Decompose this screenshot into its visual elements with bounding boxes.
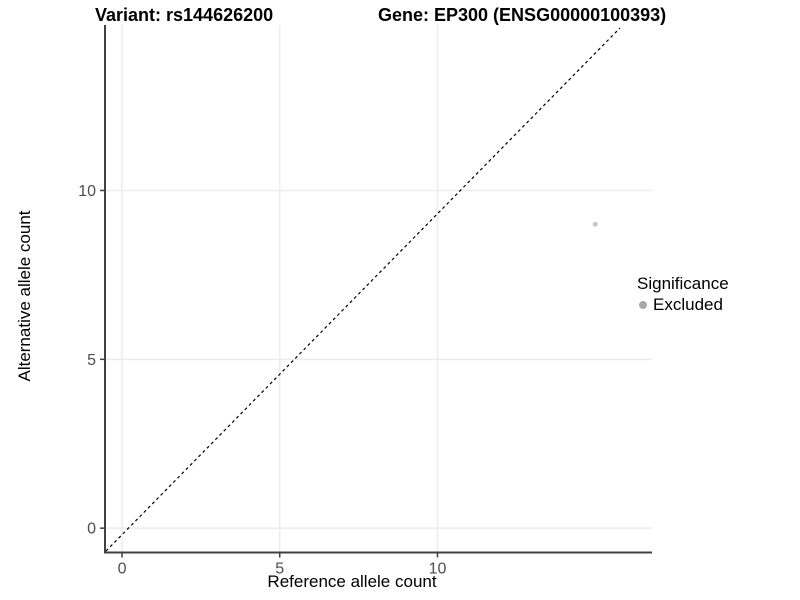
variant-title: Variant: rs144626200 [95,5,274,25]
legend-title: Significance [637,274,729,293]
x-tick-label: 10 [429,561,447,578]
x-axis-label: Reference allele count [267,572,437,591]
identity-line [105,27,621,552]
y-tick-label: 5 [87,352,96,369]
legend: Significance Excluded [637,273,729,315]
x-tick-label: 5 [275,561,284,578]
x-tick-label: 0 [118,561,127,578]
y-tick-label: 0 [87,521,96,538]
data-point [592,221,598,227]
legend-entry-label: Excluded [653,295,723,314]
gene-title: Gene: EP300 (ENSG00000100393) [378,5,667,25]
y-axis-label: Alternative allele count [15,210,34,382]
legend-point-icon [639,300,647,309]
legend-entry-excluded: Excluded [637,294,729,315]
y-tick-label: 10 [78,183,96,200]
